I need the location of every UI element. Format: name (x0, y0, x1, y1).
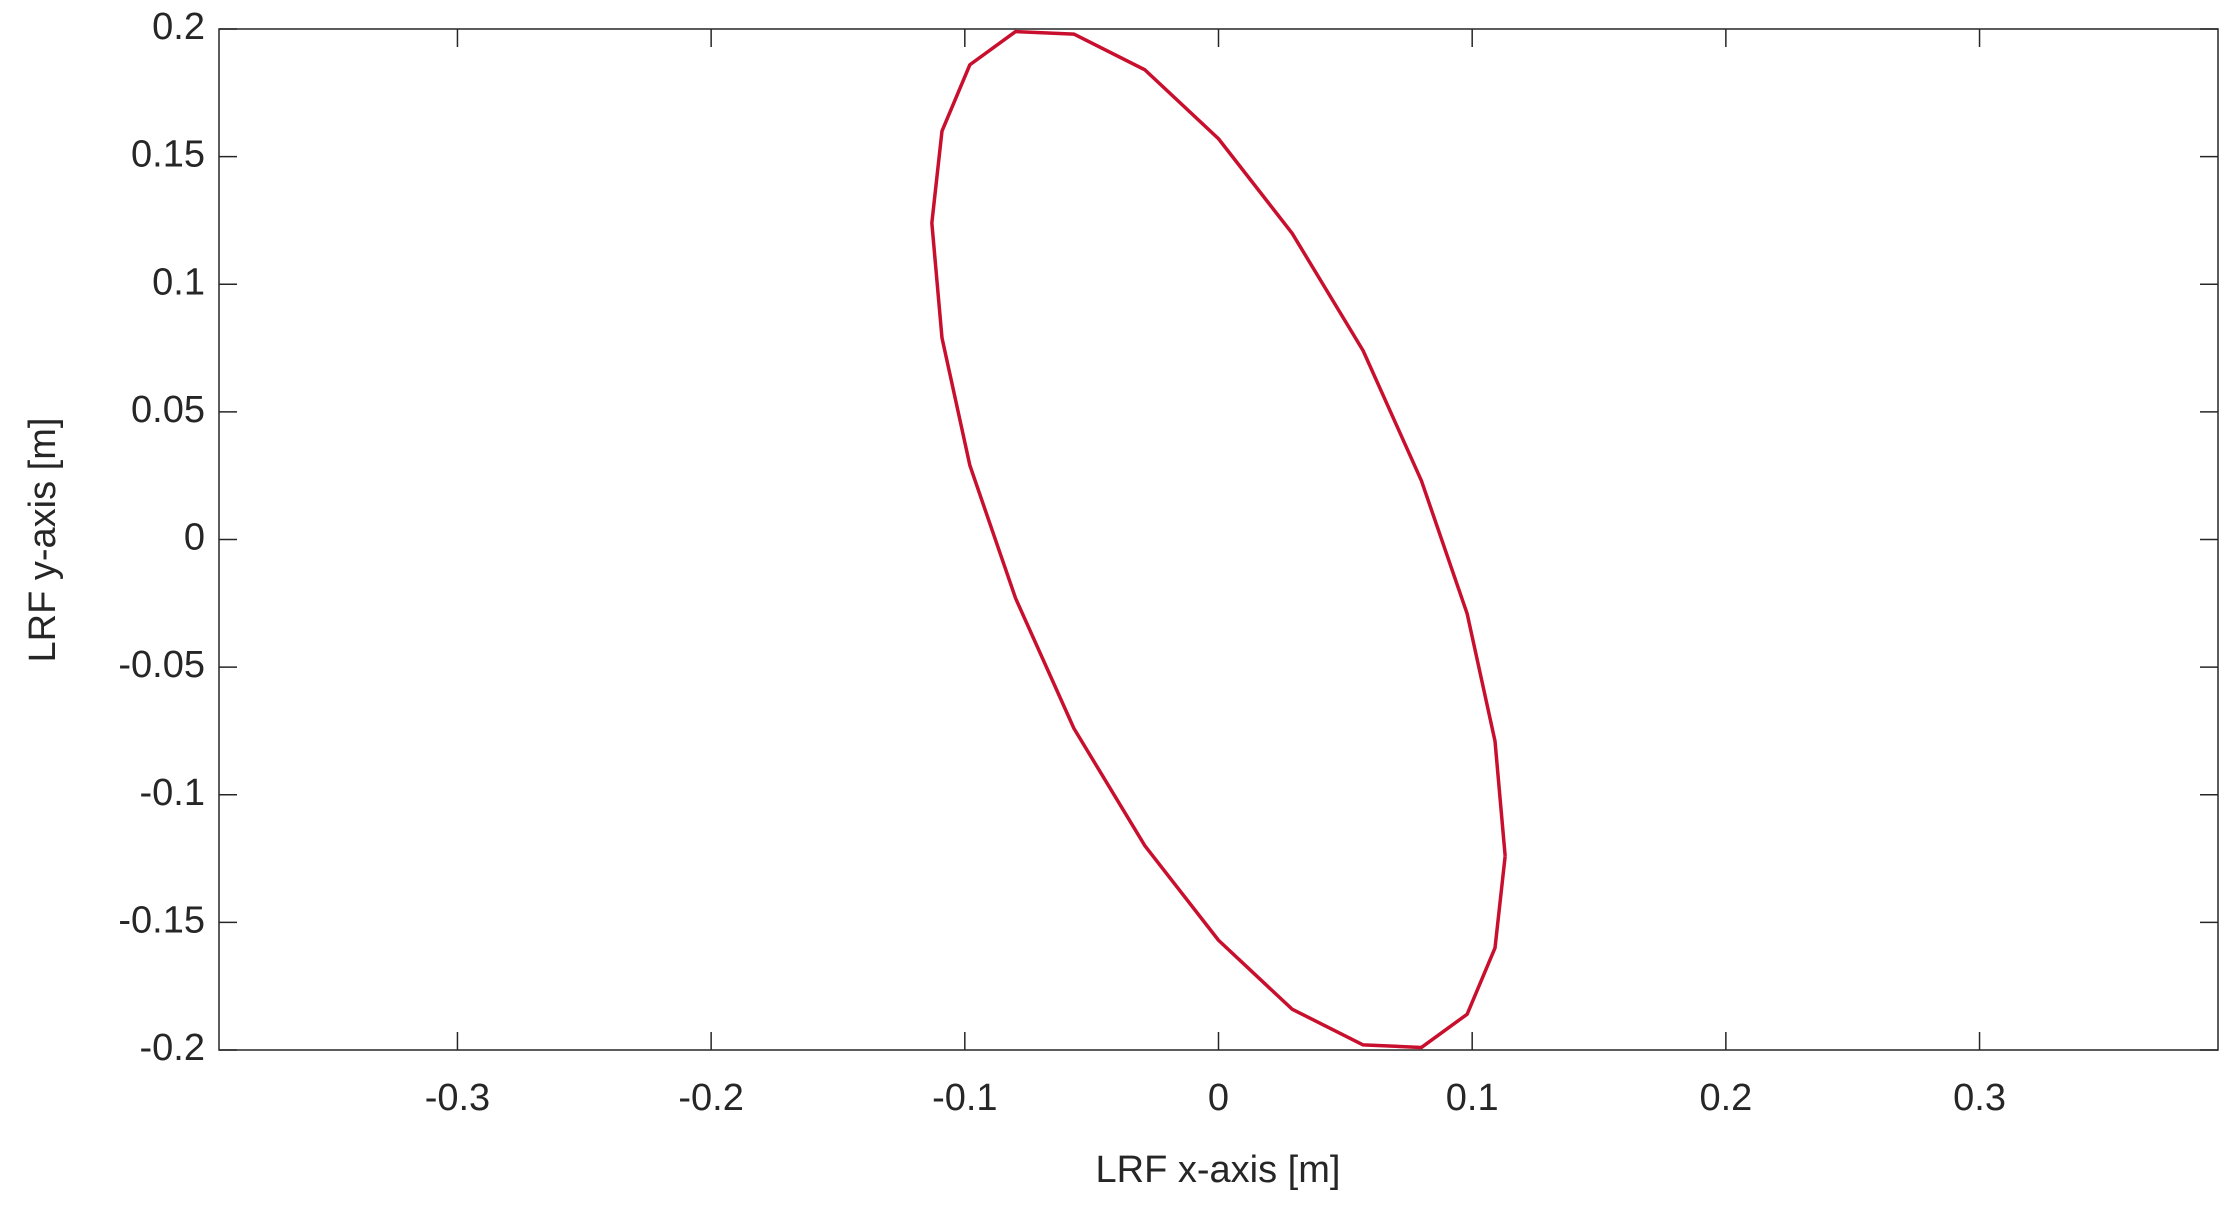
y-tick-label: 0.05 (131, 389, 205, 431)
x-axis-label: LRF x-axis [m] (1096, 1149, 1341, 1191)
x-tick-label: -0.2 (678, 1077, 743, 1119)
x-tick-label: 0.1 (1446, 1077, 1499, 1119)
plot-box (218, 28, 2219, 1051)
y-axis-label: LRF y-axis [m] (22, 418, 64, 663)
x-tick-label: 0.3 (1953, 1077, 2006, 1119)
y-tick-label: 0.1 (152, 261, 205, 303)
y-tick-label: -0.15 (118, 899, 205, 941)
y-tick-label: -0.05 (118, 644, 205, 686)
x-tick-label: -0.3 (425, 1077, 490, 1119)
y-tick-label: -0.1 (140, 772, 205, 814)
x-tick-label: 0.2 (1699, 1077, 1752, 1119)
y-tick-label: 0 (184, 517, 205, 559)
y-tick-label: 0.15 (131, 134, 205, 176)
x-tick-label: 0 (1208, 1077, 1229, 1119)
y-tick-label: 0.2 (152, 6, 205, 48)
x-tick-label: -0.1 (932, 1077, 997, 1119)
data-line (930, 29, 1507, 1050)
y-tick-label: -0.2 (140, 1027, 205, 1069)
